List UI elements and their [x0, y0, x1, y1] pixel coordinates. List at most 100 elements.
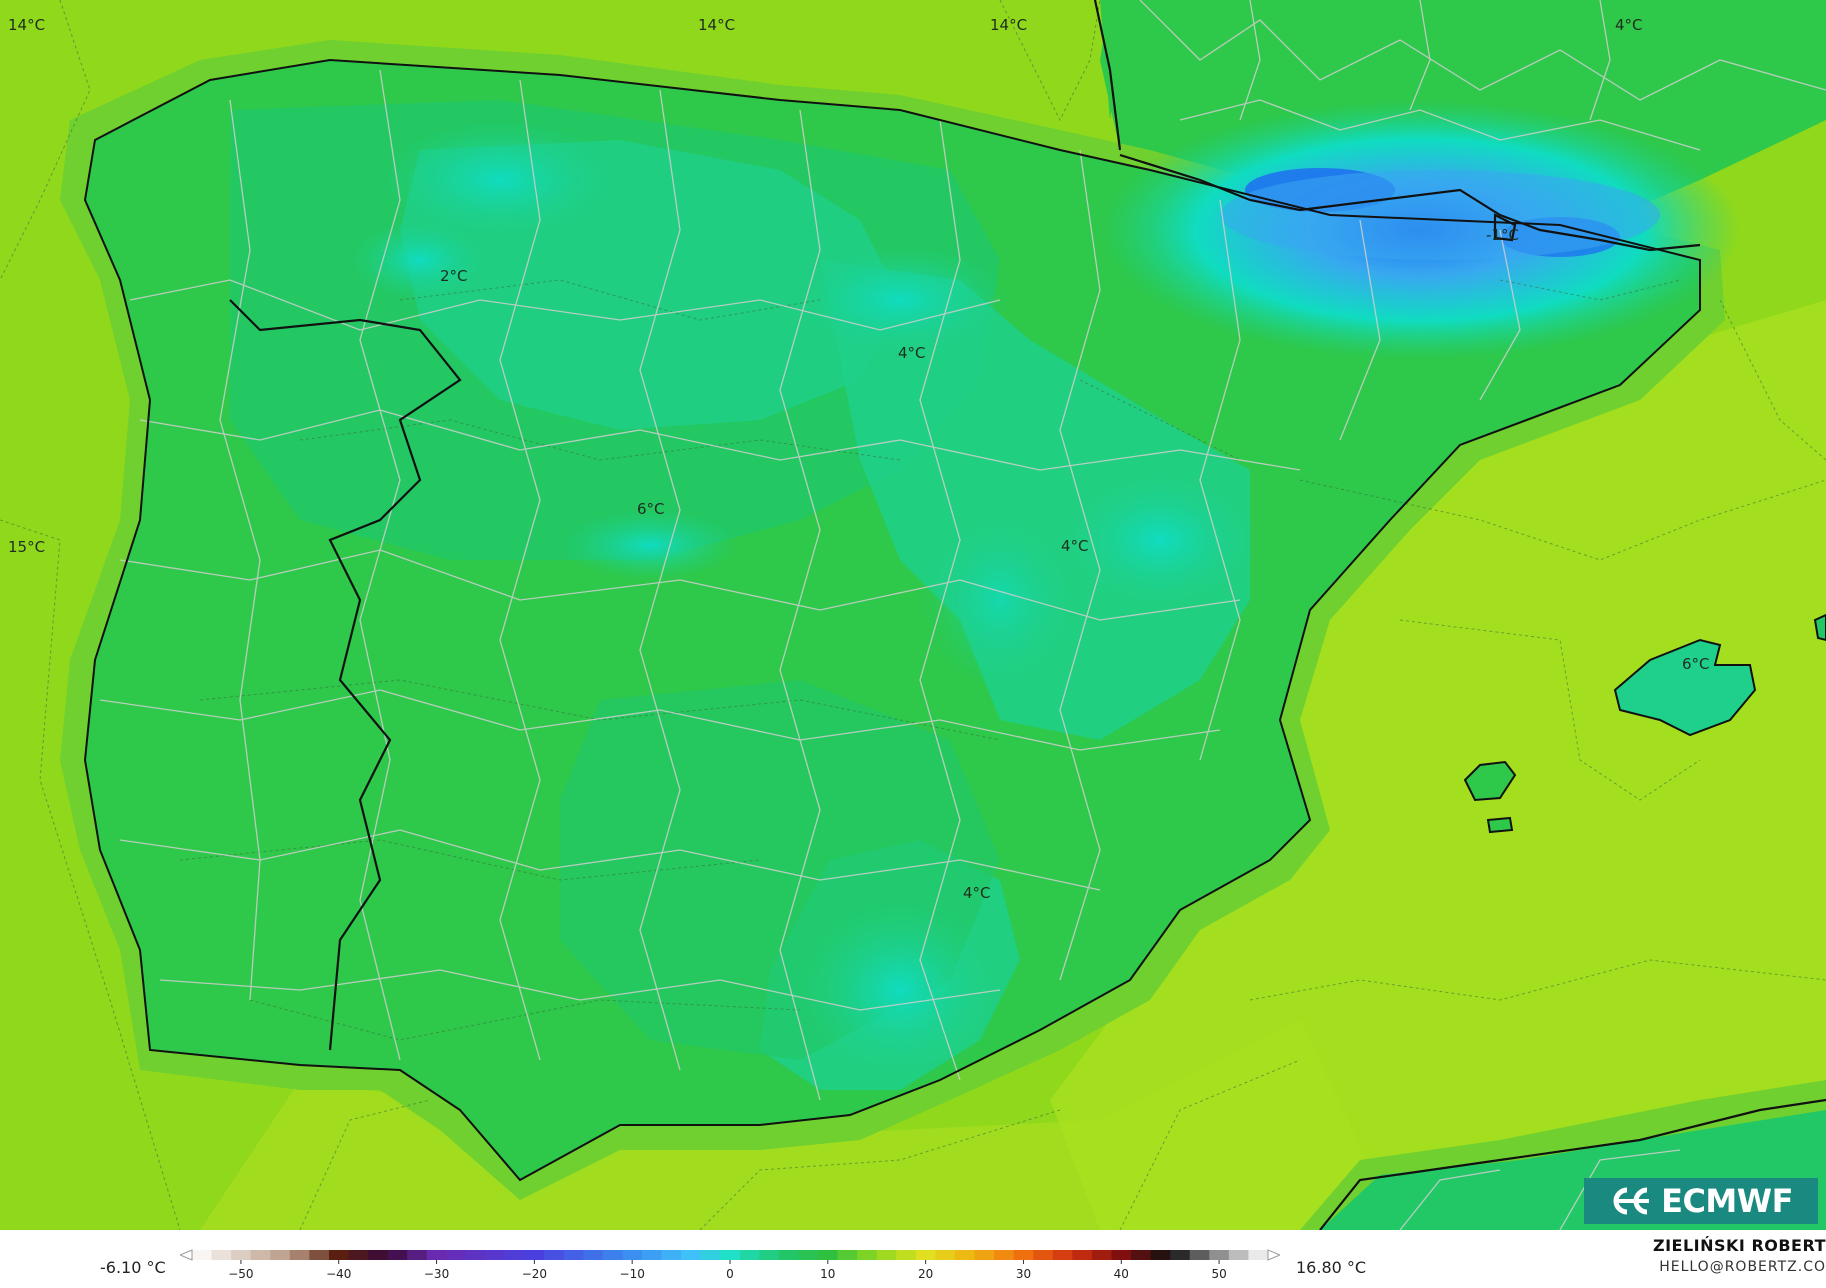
footer: -6.10 °C −50 −40 −30 −20 −10 0 10 20 30 40 50 16.8…: [0, 1230, 1826, 1287]
contour-label: 4°C: [1061, 537, 1089, 555]
cold-spot-betic: [800, 900, 1000, 1080]
ecmwf-logo-icon: [1613, 1187, 1650, 1215]
colorbar-max-label: 16.80 °C: [1296, 1258, 1367, 1277]
iberian-system: [820, 260, 1250, 740]
colorbar-tick-label: −10: [620, 1267, 645, 1281]
colorbar-cell: [954, 1250, 976, 1260]
pyrenees-mid: [1220, 170, 1660, 260]
contour-label: 14°C: [8, 16, 45, 34]
colorbar-cell: [544, 1250, 565, 1260]
contour-label: 14°C: [698, 16, 735, 34]
cold-spot-gredos: [560, 510, 740, 580]
colorbar-cell: [1228, 1250, 1249, 1260]
colorbar-cell: [250, 1250, 271, 1260]
colorbar-cell: [465, 1250, 486, 1260]
colorbar-cell: [505, 1250, 526, 1260]
colorbar-cells: [180, 1249, 1280, 1261]
ecmwf-logo-text: ECMWF: [1661, 1182, 1793, 1220]
colorbar: −50 −40 −30 −20 −10 0 10 20 30 40 50: [180, 1249, 1280, 1281]
colorbar-cell: [1072, 1250, 1093, 1260]
colorbar-cell: [1013, 1250, 1034, 1260]
colorbar-cell: [1052, 1250, 1073, 1260]
france-land-west: [1100, 0, 1130, 120]
colorbar-cell: [426, 1250, 447, 1260]
colorbar-cell: [1170, 1250, 1191, 1260]
colorbar-min-label: -6.10 °C: [100, 1258, 166, 1277]
colorbar-cell: [641, 1250, 663, 1260]
colorbar-cell: [681, 1250, 702, 1260]
colorbar-cell: [994, 1250, 1015, 1260]
colorbar-tick-label: 30: [1016, 1267, 1031, 1281]
colorbar-tick-label: 50: [1211, 1267, 1226, 1281]
colorbar-cell: [524, 1250, 545, 1260]
colorbar-cell: [1150, 1250, 1171, 1260]
temperature-map[interactable]: 14°C 14°C 14°C 4°C 2°C 4°C 6°C 4°C 15°C …: [0, 0, 1826, 1230]
contour-lines: [0, 0, 1826, 1230]
contour-label: 4°C: [898, 344, 926, 362]
author-credit: ZIELIŃSKI ROBERT HELLO@ROBERTZ.CO: [1653, 1236, 1826, 1275]
colorbar-cell: [387, 1250, 408, 1260]
iberia-coastline: [83, 58, 1701, 1182]
contour-label: 6°C: [1682, 655, 1710, 673]
colorbar-cell: [348, 1250, 369, 1260]
author-email: HELLO@ROBERTZ.CO: [1659, 1259, 1826, 1275]
colorbar-cell: [700, 1250, 721, 1260]
province-borders: [99, 0, 1826, 1230]
cold-spot-teruel: [1060, 470, 1260, 610]
colorbar-cell: [270, 1250, 291, 1260]
cold-spot-cantabria-west: [350, 220, 490, 300]
colorbar-cell: [368, 1250, 389, 1260]
contour-label: 4°C: [1615, 16, 1643, 34]
colorbar-cell: [1091, 1250, 1112, 1260]
colorbar-cell: [289, 1250, 310, 1260]
colorbar-tick-label: −40: [326, 1267, 351, 1281]
contour-label: 14°C: [990, 16, 1027, 34]
colorbar-tick-label: 40: [1114, 1267, 1129, 1281]
formentera-island: [1486, 816, 1514, 834]
colorbar-cell: [602, 1250, 623, 1260]
ecmwf-logo: ECMWF: [1584, 1178, 1818, 1224]
colorbar-cell: [407, 1250, 428, 1260]
colorbar-cell: [563, 1250, 584, 1260]
colorbar-cell: [485, 1250, 506, 1260]
contour-labels: 14°C 14°C 14°C 4°C 2°C 4°C 6°C 4°C 15°C …: [8, 16, 1710, 902]
contour-label: 15°C: [8, 538, 45, 556]
country-borders: [229, 0, 1826, 1230]
colorbar-cell: [1248, 1250, 1269, 1260]
contour-label: 2°C: [440, 267, 468, 285]
contour-label: 6°C: [637, 500, 665, 518]
contour-label: -1°C: [1486, 226, 1519, 244]
colorbar-cell: [935, 1250, 956, 1260]
map-canvas: 14°C 14°C 14°C 4°C 2°C 4°C 6°C 4°C 15°C …: [0, 0, 1826, 1230]
colorbar-cell: [876, 1250, 897, 1260]
colorbar-cell: [1033, 1250, 1054, 1260]
colorbar-cell: [778, 1250, 799, 1260]
coastline-north-africa: [1319, 1098, 1826, 1230]
cold-spot-iberian: [920, 510, 1080, 690]
colorbar-cell: [328, 1250, 350, 1260]
colorbar-arrow-left: [180, 1249, 193, 1261]
colorbar-cell: [192, 1250, 213, 1260]
colorbar-cell: [759, 1250, 780, 1260]
colorbar-cell: [231, 1250, 252, 1260]
mallorca-island: [1613, 638, 1757, 737]
colorbar-cell: [720, 1250, 741, 1260]
colorbar-cell: [583, 1250, 604, 1260]
colorbar-arrow-right: [1267, 1249, 1280, 1261]
colorbar-tick-label: −20: [522, 1267, 547, 1281]
colorbar-cell: [915, 1250, 936, 1260]
colorbar-cell: [896, 1250, 917, 1260]
spain-portugal-border: [229, 299, 462, 1051]
contour-label: 4°C: [963, 884, 991, 902]
colorbar-ticks: −50 −40 −30 −20 −10 0 10 20 30 40 50: [228, 1260, 1227, 1281]
colorbar-tick-label: 10: [820, 1267, 835, 1281]
cold-spot-cantabria: [380, 120, 620, 240]
colorbar-tick-label: 20: [918, 1267, 933, 1281]
coastline-france: [1093, 0, 1122, 151]
colorbar-cell: [818, 1250, 839, 1260]
menorca-island: [1813, 613, 1826, 642]
author-name: ZIELIŃSKI ROBERT: [1652, 1236, 1826, 1255]
colorbar-cell: [739, 1250, 760, 1260]
colorbar-tick-label: −50: [228, 1267, 253, 1281]
colorbar-cell: [837, 1250, 858, 1260]
